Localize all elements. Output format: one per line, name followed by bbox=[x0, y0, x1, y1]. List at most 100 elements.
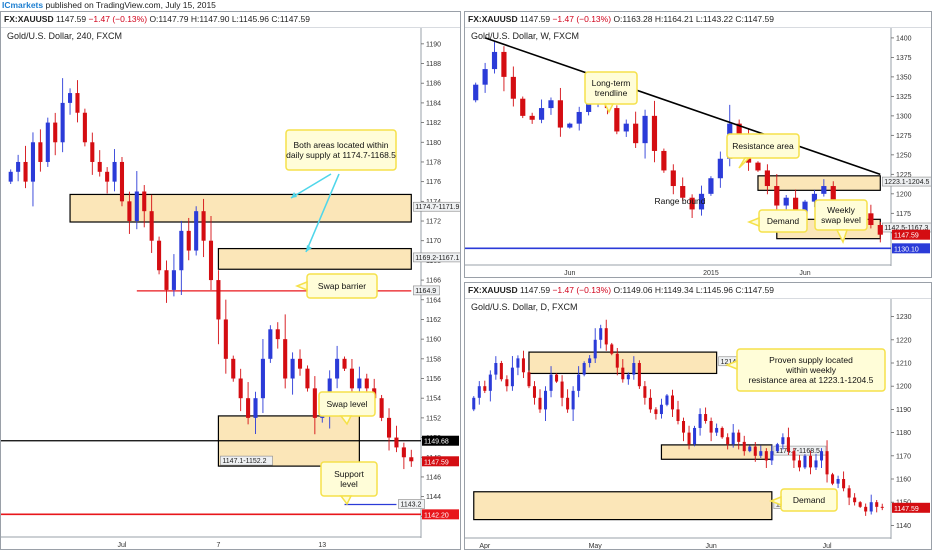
ticker[interactable]: FX:XAUUSD bbox=[4, 14, 54, 24]
candle-body bbox=[661, 150, 667, 171]
callout-swap-barrier: Swap barrier bbox=[294, 273, 378, 299]
candle-body bbox=[90, 142, 95, 162]
candle-body bbox=[586, 100, 592, 112]
candle-body bbox=[803, 455, 807, 468]
candle-body bbox=[379, 398, 384, 418]
candle-body bbox=[134, 191, 139, 222]
candle-body bbox=[726, 437, 730, 445]
candle-body bbox=[238, 378, 243, 399]
y-tick-label: 1178 bbox=[426, 159, 441, 166]
x-tick-label: Jun bbox=[799, 270, 810, 277]
y-tick-label: 1154 bbox=[426, 396, 441, 403]
candle-body bbox=[472, 397, 476, 410]
candle-body bbox=[164, 270, 169, 290]
zone-label: 1174.7-1171.9 bbox=[415, 204, 459, 211]
candle-body bbox=[8, 171, 13, 182]
candle-body bbox=[759, 451, 763, 456]
candle-body bbox=[516, 358, 520, 368]
candle-body bbox=[682, 421, 686, 433]
candle-body bbox=[494, 363, 498, 375]
candle-body bbox=[709, 421, 713, 433]
candle-body bbox=[836, 479, 840, 484]
callout-proven-supply-text: Proven supply located within weekly resist… bbox=[749, 355, 874, 385]
ticker[interactable]: FX:XAUUSD bbox=[468, 285, 518, 295]
candle-body bbox=[748, 446, 752, 452]
last-price: 1147.59 bbox=[519, 285, 551, 295]
candle-body bbox=[305, 368, 310, 389]
y-tick-label: 1180 bbox=[896, 430, 911, 437]
arrow-head bbox=[306, 245, 312, 252]
ohlc: O:1163.28 H:1164.21 L:1143.22 C:1147.59 bbox=[613, 14, 774, 24]
candle-body bbox=[577, 374, 581, 391]
callout-weekly-swap: Weekly swap level bbox=[814, 199, 868, 244]
candle-body bbox=[119, 161, 125, 202]
candle-body bbox=[604, 328, 608, 345]
candle-body bbox=[45, 122, 50, 162]
chart-canvas-h4[interactable]: 1142114411461148115011521154115611581160… bbox=[1, 12, 460, 549]
x-tick-label: 2015 bbox=[703, 270, 719, 277]
candle-body bbox=[157, 240, 162, 271]
candle-body bbox=[529, 115, 535, 120]
candle-body bbox=[698, 414, 702, 428]
candle-body bbox=[112, 161, 117, 182]
candle-body bbox=[821, 186, 827, 194]
y-tick-label: 1210 bbox=[896, 361, 912, 368]
candle-body bbox=[555, 374, 559, 382]
candle-body bbox=[171, 270, 176, 290]
candle-body bbox=[105, 171, 110, 182]
candle-body bbox=[544, 390, 548, 410]
callout-swap-barrier-tail bbox=[294, 280, 308, 292]
candle-body bbox=[557, 100, 563, 128]
candle-body bbox=[654, 409, 658, 415]
candle-body bbox=[811, 193, 818, 202]
y-tick-label: 1180 bbox=[426, 140, 441, 147]
ticker[interactable]: FX:XAUUSD bbox=[468, 14, 518, 24]
callout-demand-text: Demand bbox=[767, 216, 799, 226]
candle-body bbox=[774, 186, 780, 206]
zone-label: 1223.1-1204.5 bbox=[884, 179, 929, 186]
candle-body bbox=[868, 213, 874, 226]
callout-swap-level: Swap level bbox=[318, 391, 376, 426]
candle-body bbox=[290, 358, 295, 379]
candle-body bbox=[97, 161, 102, 172]
candle-body bbox=[648, 397, 652, 410]
level-price-tag bbox=[892, 243, 930, 254]
candle-body bbox=[830, 186, 836, 206]
callout-resistance-area: Resistance area bbox=[726, 133, 800, 169]
chart-canvas-weekly[interactable]: 1150117512001225125012751300132513501375… bbox=[465, 12, 931, 277]
change: −1.47 (−0.13%) bbox=[88, 14, 148, 24]
candle-body bbox=[246, 398, 251, 418]
y-tick-label: 1176 bbox=[426, 179, 441, 186]
zone-label-bg bbox=[773, 445, 827, 456]
candle-body bbox=[676, 409, 680, 421]
chart-panel-h4[interactable]: FX:XAUUSD 1147.59 −1.47 (−0.13%) O:1147.… bbox=[0, 11, 461, 550]
chart-canvas-daily[interactable]: 1140115011601170118011901200121012201230… bbox=[465, 283, 931, 549]
zone-box bbox=[473, 491, 773, 521]
candle-body bbox=[753, 446, 757, 456]
zone-label-bg bbox=[220, 455, 273, 466]
candle-body bbox=[75, 93, 80, 113]
candle-body bbox=[820, 451, 824, 461]
level-label-bg bbox=[412, 285, 440, 296]
candle-body bbox=[659, 404, 663, 415]
candle-body bbox=[858, 502, 862, 507]
callout-support-level-text: Support level bbox=[334, 469, 364, 489]
callout-daily-supply-text: Both areas located within daily supply at… bbox=[286, 140, 396, 160]
callout-demand: Demand bbox=[746, 209, 808, 233]
y-tick-label: 1186 bbox=[426, 81, 441, 88]
y-tick-label: 1188 bbox=[426, 61, 441, 68]
candle-body bbox=[670, 395, 674, 410]
chart-panel-weekly[interactable]: FX:XAUUSD 1147.59 −1.47 (−0.13%) O:1163.… bbox=[464, 11, 932, 278]
candle-body bbox=[30, 142, 36, 182]
candle-body bbox=[831, 474, 835, 484]
chart-panel-daily[interactable]: FX:XAUUSD 1147.59 −1.47 (−0.13%) O:1149.… bbox=[464, 282, 932, 550]
callout-support-level: Support level bbox=[320, 461, 378, 506]
candle-body bbox=[510, 76, 516, 99]
candle-body bbox=[548, 100, 554, 109]
zone-box bbox=[69, 193, 412, 223]
arrow-line bbox=[290, 173, 332, 199]
chart-title-h4: Gold/U.S. Dollar, 240, FXCM bbox=[7, 31, 123, 41]
candle-body bbox=[786, 437, 790, 452]
candle-body bbox=[223, 319, 228, 359]
brand-logo[interactable]: ICmarkets bbox=[2, 0, 44, 10]
